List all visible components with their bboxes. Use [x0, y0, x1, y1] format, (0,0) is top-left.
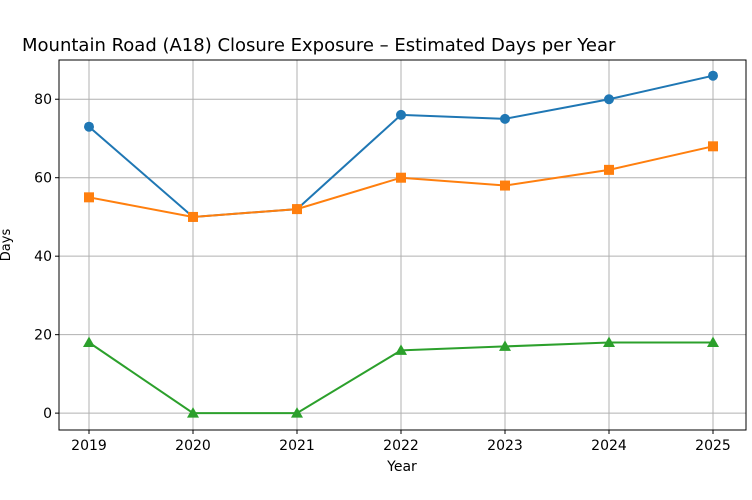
data-point: [708, 141, 718, 152]
x-tick-label: 2024: [591, 438, 627, 454]
data-point: [707, 336, 719, 348]
data-point: [500, 113, 510, 124]
data-point: [500, 180, 510, 191]
data-point: [395, 344, 407, 355]
data-point: [499, 340, 511, 351]
data-point: [84, 192, 94, 203]
data-point: [604, 94, 614, 105]
x-tick-label: 2023: [487, 438, 523, 454]
series-group: [83, 70, 719, 418]
axes-frame: [58, 59, 747, 431]
x-tick-label: 2021: [279, 438, 315, 454]
y-axis-label: Days: [0, 229, 14, 262]
x-tick-label: 2022: [383, 438, 419, 454]
x-tick-label: 2025: [695, 438, 731, 454]
chart-title: Mountain Road (A18) Closure Exposure – E…: [22, 35, 616, 56]
data-point: [604, 164, 614, 175]
data-point: [396, 109, 406, 120]
data-point: [292, 204, 302, 215]
y-tick-label: 20: [34, 328, 52, 344]
data-point: [83, 336, 95, 348]
x-tick-label: 2020: [175, 438, 211, 454]
y-tick-label: 40: [34, 249, 52, 265]
ticks: 2019 2020 2021 2022 2023 2024 2025 0 20 40 60 80: [34, 92, 731, 454]
data-point: [84, 121, 94, 132]
y-tick-label: 60: [34, 171, 52, 187]
x-axis-label: Year: [386, 459, 417, 475]
data-point: [188, 211, 198, 222]
y-tick-label: 0: [43, 406, 52, 422]
y-tick-label: 80: [34, 92, 52, 108]
data-point: [396, 172, 406, 183]
data-point: [187, 407, 199, 418]
data-point: [708, 70, 718, 81]
data-point: [291, 407, 303, 418]
x-tick-label: 2019: [71, 438, 107, 454]
data-point: [603, 336, 615, 348]
grid: [59, 60, 746, 430]
